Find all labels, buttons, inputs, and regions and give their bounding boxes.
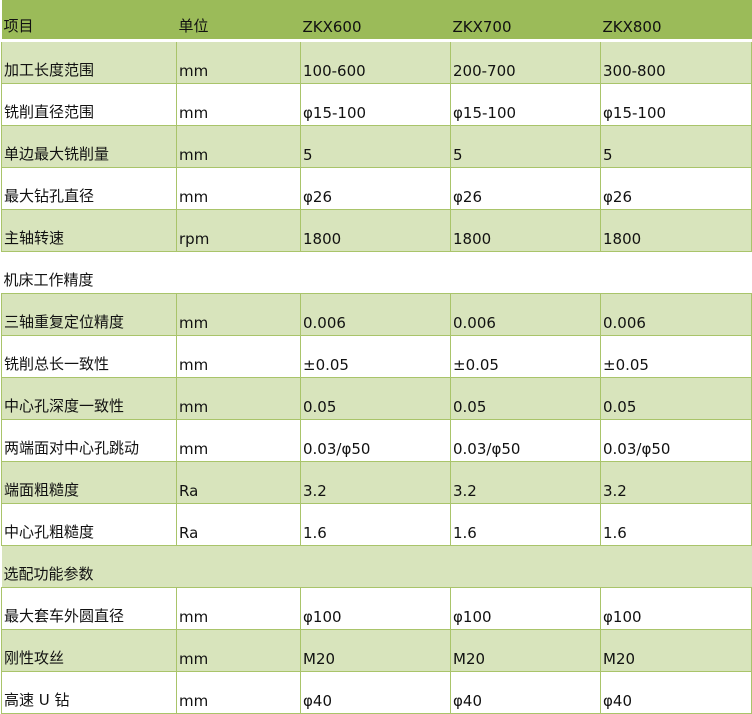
unit-cell: mm	[176, 587, 301, 630]
item-cell: 最大套车外圆直径	[1, 587, 177, 630]
value-cell: 100-600	[300, 40, 451, 84]
value-cell: 1800	[300, 209, 451, 252]
table-row: 最大钻孔直径 mm φ26 φ26 φ26	[1, 167, 752, 210]
value-cell: 5	[600, 125, 752, 168]
item-cell: 单边最大铣削量	[1, 125, 177, 168]
value-cell: 3.2	[300, 461, 451, 504]
unit-cell: mm	[176, 40, 301, 84]
table-row: 三轴重复定位精度 mm 0.006 0.006 0.006	[1, 293, 752, 336]
header-cell: ZKX600	[300, 0, 451, 42]
unit-cell: mm	[176, 125, 301, 168]
value-cell: 0.03/φ50	[450, 419, 601, 462]
section-title: 机床工作精度	[1, 251, 752, 294]
table-row: 刚性攻丝 mm M20 M20 M20	[1, 629, 752, 672]
value-cell: ±0.05	[300, 335, 451, 378]
value-cell: 1800	[450, 209, 601, 252]
value-cell: φ15-100	[300, 83, 451, 126]
table-row: 加工长度范围 mm 100-600 200-700 300-800	[1, 40, 752, 84]
value-cell: φ40	[600, 671, 752, 714]
value-cell: 1.6	[450, 503, 601, 546]
unit-cell: mm	[176, 293, 301, 336]
value-cell: 0.05	[450, 377, 601, 420]
unit-cell: mm	[176, 167, 301, 210]
value-cell: ±0.05	[450, 335, 601, 378]
value-cell: φ100	[600, 587, 752, 630]
header-cell: 项目	[1, 0, 177, 42]
table-row: 铣削总长一致性 mm ±0.05 ±0.05 ±0.05	[1, 335, 752, 378]
value-cell: φ40	[300, 671, 451, 714]
section-row: 选配功能参数	[1, 545, 752, 588]
unit-cell: mm	[176, 83, 301, 126]
item-cell: 高速 U 钻	[1, 671, 177, 714]
value-cell: 300-800	[600, 40, 752, 84]
item-cell: 两端面对中心孔跳动	[1, 419, 177, 462]
unit-cell: mm	[176, 629, 301, 672]
header-row: 项目 单位 ZKX600 ZKX700 ZKX800	[1, 0, 752, 42]
unit-cell: mm	[176, 377, 301, 420]
item-cell: 三轴重复定位精度	[1, 293, 177, 336]
value-cell: φ100	[450, 587, 601, 630]
unit-cell: mm	[176, 335, 301, 378]
value-cell: 1800	[600, 209, 752, 252]
table-row: 高速 U 钻 mm φ40 φ40 φ40	[1, 671, 752, 714]
value-cell: 5	[450, 125, 601, 168]
value-cell: M20	[600, 629, 752, 672]
value-cell: φ26	[450, 167, 601, 210]
header-cell: ZKX800	[600, 0, 752, 42]
item-cell: 铣削总长一致性	[1, 335, 177, 378]
item-cell: 最大钻孔直径	[1, 167, 177, 210]
unit-cell: rpm	[176, 209, 301, 252]
header-cell: 单位	[176, 0, 301, 42]
table-row: 铣削直径范围 mm φ15-100 φ15-100 φ15-100	[1, 83, 752, 126]
item-cell: 主轴转速	[1, 209, 177, 252]
value-cell: φ26	[300, 167, 451, 210]
item-cell: 中心孔深度一致性	[1, 377, 177, 420]
value-cell: 0.03/φ50	[600, 419, 752, 462]
value-cell: 0.05	[600, 377, 752, 420]
table-row: 单边最大铣削量 mm 5 5 5	[1, 125, 752, 168]
table-row: 中心孔粗糙度 Ra 1.6 1.6 1.6	[1, 503, 752, 546]
item-cell: 加工长度范围	[1, 40, 177, 84]
value-cell: 0.006	[450, 293, 601, 336]
value-cell: M20	[450, 629, 601, 672]
value-cell: 5	[300, 125, 451, 168]
header-cell: ZKX700	[450, 0, 601, 42]
item-cell: 铣削直径范围	[1, 83, 177, 126]
item-cell: 刚性攻丝	[1, 629, 177, 672]
value-cell: 3.2	[450, 461, 601, 504]
value-cell: 0.05	[300, 377, 451, 420]
table-row: 最大套车外圆直径 mm φ100 φ100 φ100	[1, 587, 752, 630]
table-row: 主轴转速 rpm 1800 1800 1800	[1, 209, 752, 252]
table-row: 中心孔深度一致性 mm 0.05 0.05 0.05	[1, 377, 752, 420]
section-title: 选配功能参数	[1, 545, 752, 588]
value-cell: 0.006	[600, 293, 752, 336]
unit-cell: mm	[176, 419, 301, 462]
value-cell: 0.006	[300, 293, 451, 336]
value-cell: φ40	[450, 671, 601, 714]
value-cell: 1.6	[300, 503, 451, 546]
item-cell: 端面粗糙度	[1, 461, 177, 504]
value-cell: φ26	[600, 167, 752, 210]
table-row: 两端面对中心孔跳动 mm 0.03/φ50 0.03/φ50 0.03/φ50	[1, 419, 752, 462]
unit-cell: mm	[176, 671, 301, 714]
value-cell: 200-700	[450, 40, 601, 84]
value-cell: M20	[300, 629, 451, 672]
value-cell: ±0.05	[600, 335, 752, 378]
table-row: 端面粗糙度 Ra 3.2 3.2 3.2	[1, 461, 752, 504]
value-cell: φ100	[300, 587, 451, 630]
value-cell: 3.2	[600, 461, 752, 504]
value-cell: φ15-100	[600, 83, 752, 126]
unit-cell: Ra	[176, 461, 301, 504]
value-cell: φ15-100	[450, 83, 601, 126]
value-cell: 1.6	[600, 503, 752, 546]
unit-cell: Ra	[176, 503, 301, 546]
item-cell: 中心孔粗糙度	[1, 503, 177, 546]
section-row: 机床工作精度	[1, 251, 752, 294]
value-cell: 0.03/φ50	[300, 419, 451, 462]
